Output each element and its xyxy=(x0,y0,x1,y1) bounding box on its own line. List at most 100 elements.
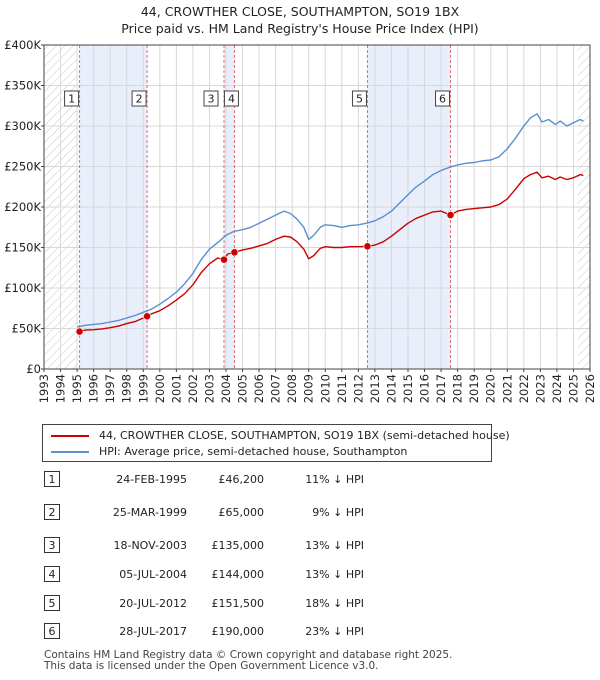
x-tick-label: 2011 xyxy=(335,374,349,403)
y-tick-label: £0 xyxy=(26,362,41,376)
x-tick-label: 2019 xyxy=(467,374,481,403)
x-tick-label: 2000 xyxy=(153,374,167,403)
x-tick-label: 2018 xyxy=(451,374,465,403)
sale-hpi-diff: 23% ↓ HPI xyxy=(305,625,364,638)
y-tick-label: £400K xyxy=(4,38,41,52)
y-tick-label: £250K xyxy=(4,160,41,174)
property-series-line xyxy=(79,171,584,333)
sale-hpi-diff: 13% ↓ HPI xyxy=(305,539,364,552)
sale-label-text: 3 xyxy=(208,93,215,106)
sale-label-text: 1 xyxy=(68,93,75,106)
sale-date: 20-JUL-2012 xyxy=(119,597,187,610)
sale-point xyxy=(220,255,228,264)
sale-price: £151,500 xyxy=(211,597,265,610)
chart-title: 44, CROWTHER CLOSE, SOUTHAMPTON, SO19 1B… xyxy=(0,3,600,37)
chart-title-line2: Price paid vs. HM Land Registry's House … xyxy=(121,21,479,36)
legend-label-hpi: HPI: Average price, semi-detached house,… xyxy=(99,445,408,458)
sale-label-box xyxy=(351,90,367,107)
sale-price: £65,000 xyxy=(218,506,265,519)
legend-swatch-property xyxy=(51,435,89,437)
x-tick-label: 2017 xyxy=(434,374,448,403)
x-tick-label: 2023 xyxy=(533,374,547,403)
sale-label-text: 4 xyxy=(228,93,235,106)
sale-label-4: 4 xyxy=(223,90,239,107)
sale-label-6: 6 xyxy=(435,90,451,107)
x-tick-label: 2022 xyxy=(517,374,531,403)
x-tick-label: 2010 xyxy=(318,374,332,403)
sale-label-box xyxy=(223,90,239,107)
x-tick-label: 2016 xyxy=(418,374,432,403)
sale-point xyxy=(143,312,151,321)
sale-date: 28-JUL-2017 xyxy=(119,625,187,638)
sale-date: 24-FEB-1995 xyxy=(116,473,187,486)
sale-label-2: 2 xyxy=(131,90,147,107)
x-tick-label: 2007 xyxy=(269,374,283,403)
footer-licence: This data is licensed under the Open Gov… xyxy=(44,660,379,672)
x-tick-label: 2008 xyxy=(285,374,299,403)
sale-label-text: 2 xyxy=(136,93,143,106)
sale-label-box xyxy=(131,90,147,107)
x-tick-label: 1993 xyxy=(37,374,51,403)
legend-item-property: 44, CROWTHER CLOSE, SOUTHAMPTON, SO19 1B… xyxy=(51,428,510,444)
sale-hpi-diff: 18% ↓ HPI xyxy=(305,597,364,610)
x-tick-label: 1999 xyxy=(136,374,150,403)
y-tick-label: £200K xyxy=(4,200,41,214)
sale-number-badge: 4 xyxy=(44,566,60,582)
sale-number-badge: 2 xyxy=(44,504,60,520)
x-tick-label: 2015 xyxy=(401,374,415,403)
x-tick-label: 2004 xyxy=(219,374,233,403)
sale-date: 18-NOV-2003 xyxy=(113,539,187,552)
x-tick-label: 1997 xyxy=(103,374,117,403)
sale-label-5: 5 xyxy=(351,90,367,107)
sale-date: 05-JUL-2004 xyxy=(119,568,187,581)
sale-number-badge: 1 xyxy=(44,471,60,487)
footer-copyright: Contains HM Land Registry data © Crown c… xyxy=(44,649,453,661)
x-tick-label: 2021 xyxy=(500,374,514,403)
table-row: 3 18-NOV-2003 £135,000 13% ↓ HPI xyxy=(42,536,462,556)
x-tick-label: 2026 xyxy=(583,374,597,403)
x-tick-label: 2001 xyxy=(169,374,183,403)
sale-point xyxy=(230,248,239,257)
legend-swatch-hpi xyxy=(51,451,89,453)
legend-item-hpi: HPI: Average price, semi-detached house,… xyxy=(51,444,407,460)
table-row: 1 24-FEB-1995 £46,200 11% ↓ HPI xyxy=(42,470,462,490)
sale-label-box xyxy=(64,90,80,107)
sale-label-1: 1 xyxy=(64,90,80,107)
x-tick-label: 2025 xyxy=(566,374,580,403)
table-row: 2 25-MAR-1999 £65,000 9% ↓ HPI xyxy=(42,503,462,523)
sale-price: £46,200 xyxy=(218,473,265,486)
sale-hpi-diff: 9% ↓ HPI xyxy=(312,506,364,519)
sale-point xyxy=(363,242,372,251)
chart-title-line1: 44, CROWTHER CLOSE, SOUTHAMPTON, SO19 1B… xyxy=(140,4,460,19)
sale-label-3: 3 xyxy=(203,90,219,107)
sale-point xyxy=(75,327,84,336)
sale-hpi-diff: 11% ↓ HPI xyxy=(305,473,364,486)
x-tick-label: 1994 xyxy=(54,374,68,403)
x-tick-label: 2020 xyxy=(484,374,498,403)
footer: Contains HM Land Registry data © Crown c… xyxy=(44,650,452,672)
sale-price: £190,000 xyxy=(211,625,265,638)
hpi-series-line xyxy=(76,113,584,328)
x-tick-label: 2003 xyxy=(202,374,216,403)
x-tick-label: 2009 xyxy=(302,374,316,403)
x-tick-label: 2006 xyxy=(252,374,266,403)
sale-number-badge: 6 xyxy=(44,623,60,639)
sale-label-text: 5 xyxy=(356,93,363,106)
table-row: 5 20-JUL-2012 £151,500 18% ↓ HPI xyxy=(42,594,462,614)
x-tick-label: 1998 xyxy=(120,374,134,403)
y-tick-label: £50K xyxy=(12,322,42,336)
y-tick-label: £350K xyxy=(4,79,41,93)
sale-date: 25-MAR-1999 xyxy=(112,506,187,519)
x-tick-label: 2005 xyxy=(236,374,250,403)
legend-label-property: 44, CROWTHER CLOSE, SOUTHAMPTON, SO19 1B… xyxy=(99,429,510,442)
sale-label-box xyxy=(203,90,219,107)
x-tick-label: 2013 xyxy=(368,374,382,403)
x-tick-label: 2024 xyxy=(550,374,564,403)
x-tick-label: 1995 xyxy=(70,374,84,403)
sale-hpi-diff: 13% ↓ HPI xyxy=(305,568,364,581)
y-tick-label: £150K xyxy=(4,241,41,255)
y-tick-label: £100K xyxy=(4,281,41,295)
table-row: 4 05-JUL-2004 £144,000 13% ↓ HPI xyxy=(42,565,462,585)
sale-number-badge: 3 xyxy=(44,537,60,553)
